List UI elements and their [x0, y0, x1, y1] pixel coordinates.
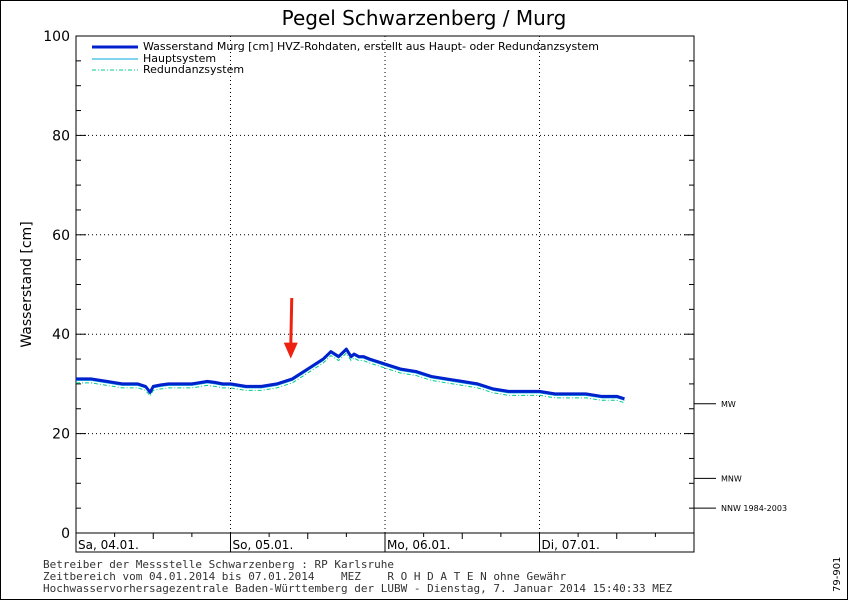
x-day-label: Di, 07.01.: [542, 538, 600, 552]
chart-title: Pegel Schwarzenberg / Murg: [282, 6, 567, 30]
y-tick-label: 100: [43, 29, 70, 45]
threshold-label: MW: [721, 400, 736, 409]
annotation-arrow-head: [283, 342, 298, 359]
legend-label: Hauptsystem: [143, 52, 216, 65]
x-day-label: Mo, 06.01.: [387, 538, 451, 552]
footer-publisher: Hochwasservorhersagezentrale Baden-Württ…: [43, 582, 673, 595]
x-day-label: So, 05.01.: [233, 538, 294, 552]
legend-label: Wasserstand Murg [cm] HVZ-Rohdaten, erst…: [143, 40, 599, 53]
y-axis-label: Wasserstand [cm]: [19, 221, 35, 347]
threshold-label: NNW 1984-2003: [721, 504, 787, 513]
x-day-label: Sa, 04.01.: [78, 538, 139, 552]
y-tick-label: 0: [61, 526, 70, 542]
footer-operator: Betreiber der Messstelle Schwarzenberg :…: [43, 558, 394, 571]
series-line-2: [76, 352, 625, 404]
series-line-0: [76, 347, 625, 401]
side-code: 79-901: [832, 557, 843, 592]
y-tick-label: 40: [52, 327, 70, 343]
threshold-label: MNW: [721, 474, 742, 483]
annotation-arrow-shaft: [289, 297, 294, 347]
y-tick-label: 80: [52, 128, 70, 144]
y-tick-label: 60: [52, 228, 70, 244]
legend-label: Redundanzsystem: [143, 63, 244, 76]
y-tick-label: 20: [52, 427, 70, 443]
plot-area: [75, 35, 695, 553]
footer-time-range: Zeitbereich vom 04.01.2014 bis 07.01.201…: [43, 570, 567, 583]
